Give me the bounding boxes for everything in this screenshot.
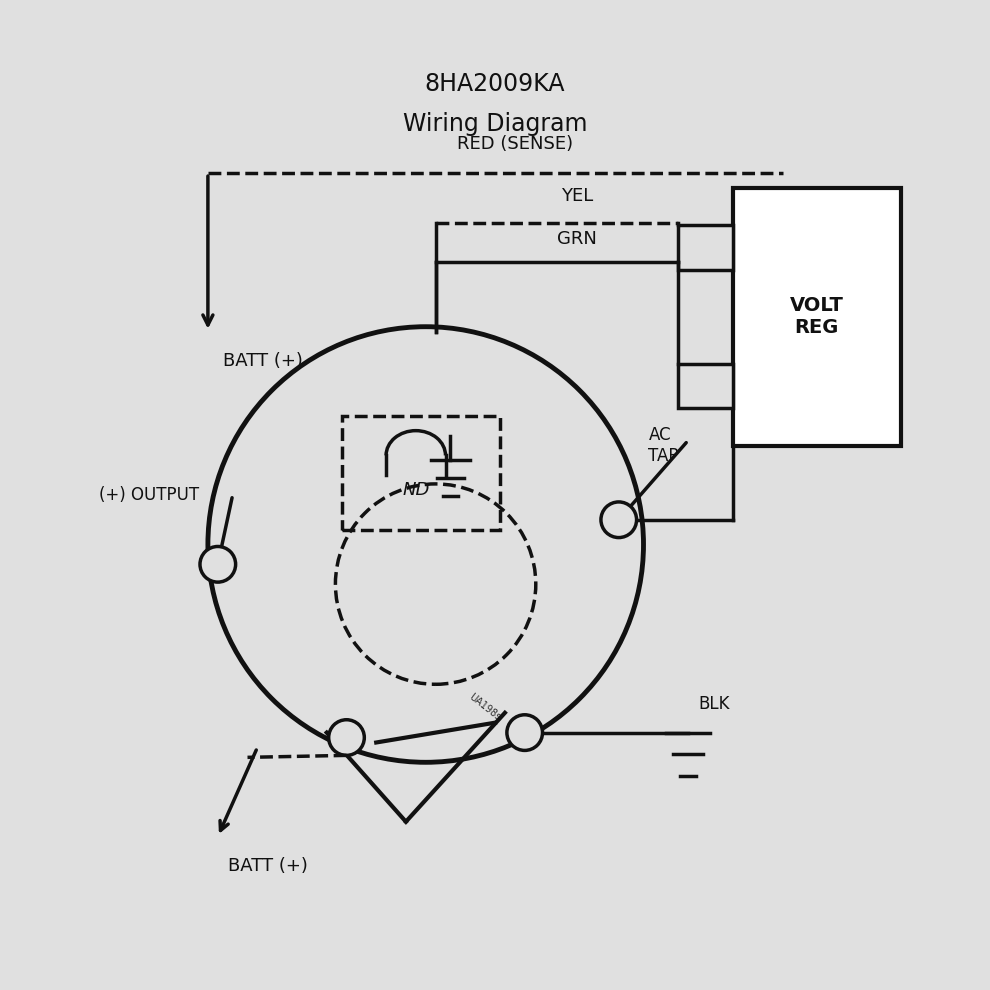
Text: BATT (+): BATT (+) [223,352,303,370]
Text: VOLT
REG: VOLT REG [790,296,843,338]
Text: BLK: BLK [698,695,730,713]
Text: AC
TAP: AC TAP [648,427,679,465]
Circle shape [329,720,364,755]
Text: ND: ND [402,481,430,499]
Circle shape [507,715,543,750]
Circle shape [601,502,637,538]
Circle shape [200,546,236,582]
Text: RED (SENSE): RED (SENSE) [457,136,573,153]
Bar [733,188,901,446]
Text: UA198s: UA198s [467,692,503,723]
Bar [678,363,733,408]
Text: BATT (+): BATT (+) [228,857,308,875]
Text: GRN: GRN [556,230,597,248]
Text: (+) OUTPUT: (+) OUTPUT [99,486,199,504]
Text: YEL: YEL [560,187,593,205]
Bar [678,225,733,269]
Bar [342,416,500,530]
Text: 8HA2009KA: 8HA2009KA [425,72,565,96]
Circle shape [208,327,644,762]
Text: Wiring Diagram: Wiring Diagram [403,112,587,136]
